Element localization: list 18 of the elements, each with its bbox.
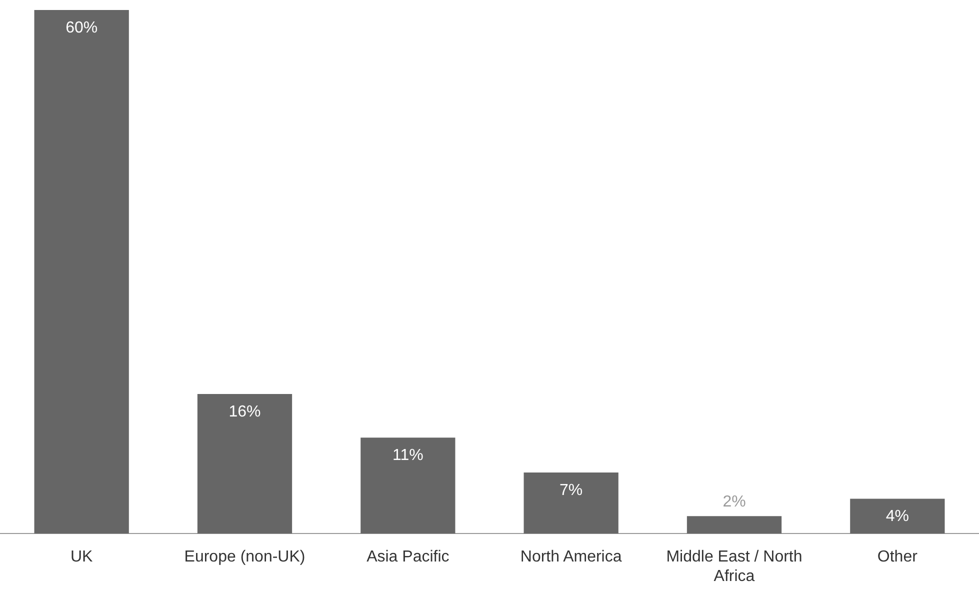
data-label: 16% bbox=[228, 403, 261, 420]
x-tick-label: Europe (non-UK) bbox=[184, 548, 306, 566]
data-label: 2% bbox=[722, 494, 746, 511]
bar bbox=[686, 516, 782, 534]
x-tick-label: Other bbox=[877, 548, 918, 566]
bar bbox=[360, 438, 456, 534]
data-label: 7% bbox=[560, 482, 583, 499]
bar bbox=[524, 472, 618, 534]
x-tick-label: Asia Pacific bbox=[366, 548, 450, 566]
bar bbox=[197, 394, 292, 534]
x-tick-label: North America bbox=[520, 548, 622, 566]
data-label: 60% bbox=[66, 19, 98, 36]
bar bbox=[850, 498, 945, 534]
x-tick-label: UK bbox=[70, 548, 94, 566]
data-label: 4% bbox=[886, 508, 909, 526]
bar bbox=[34, 10, 129, 534]
x-tick-label: Middle East / North Africa bbox=[666, 548, 802, 585]
data-label: 11% bbox=[392, 447, 424, 464]
